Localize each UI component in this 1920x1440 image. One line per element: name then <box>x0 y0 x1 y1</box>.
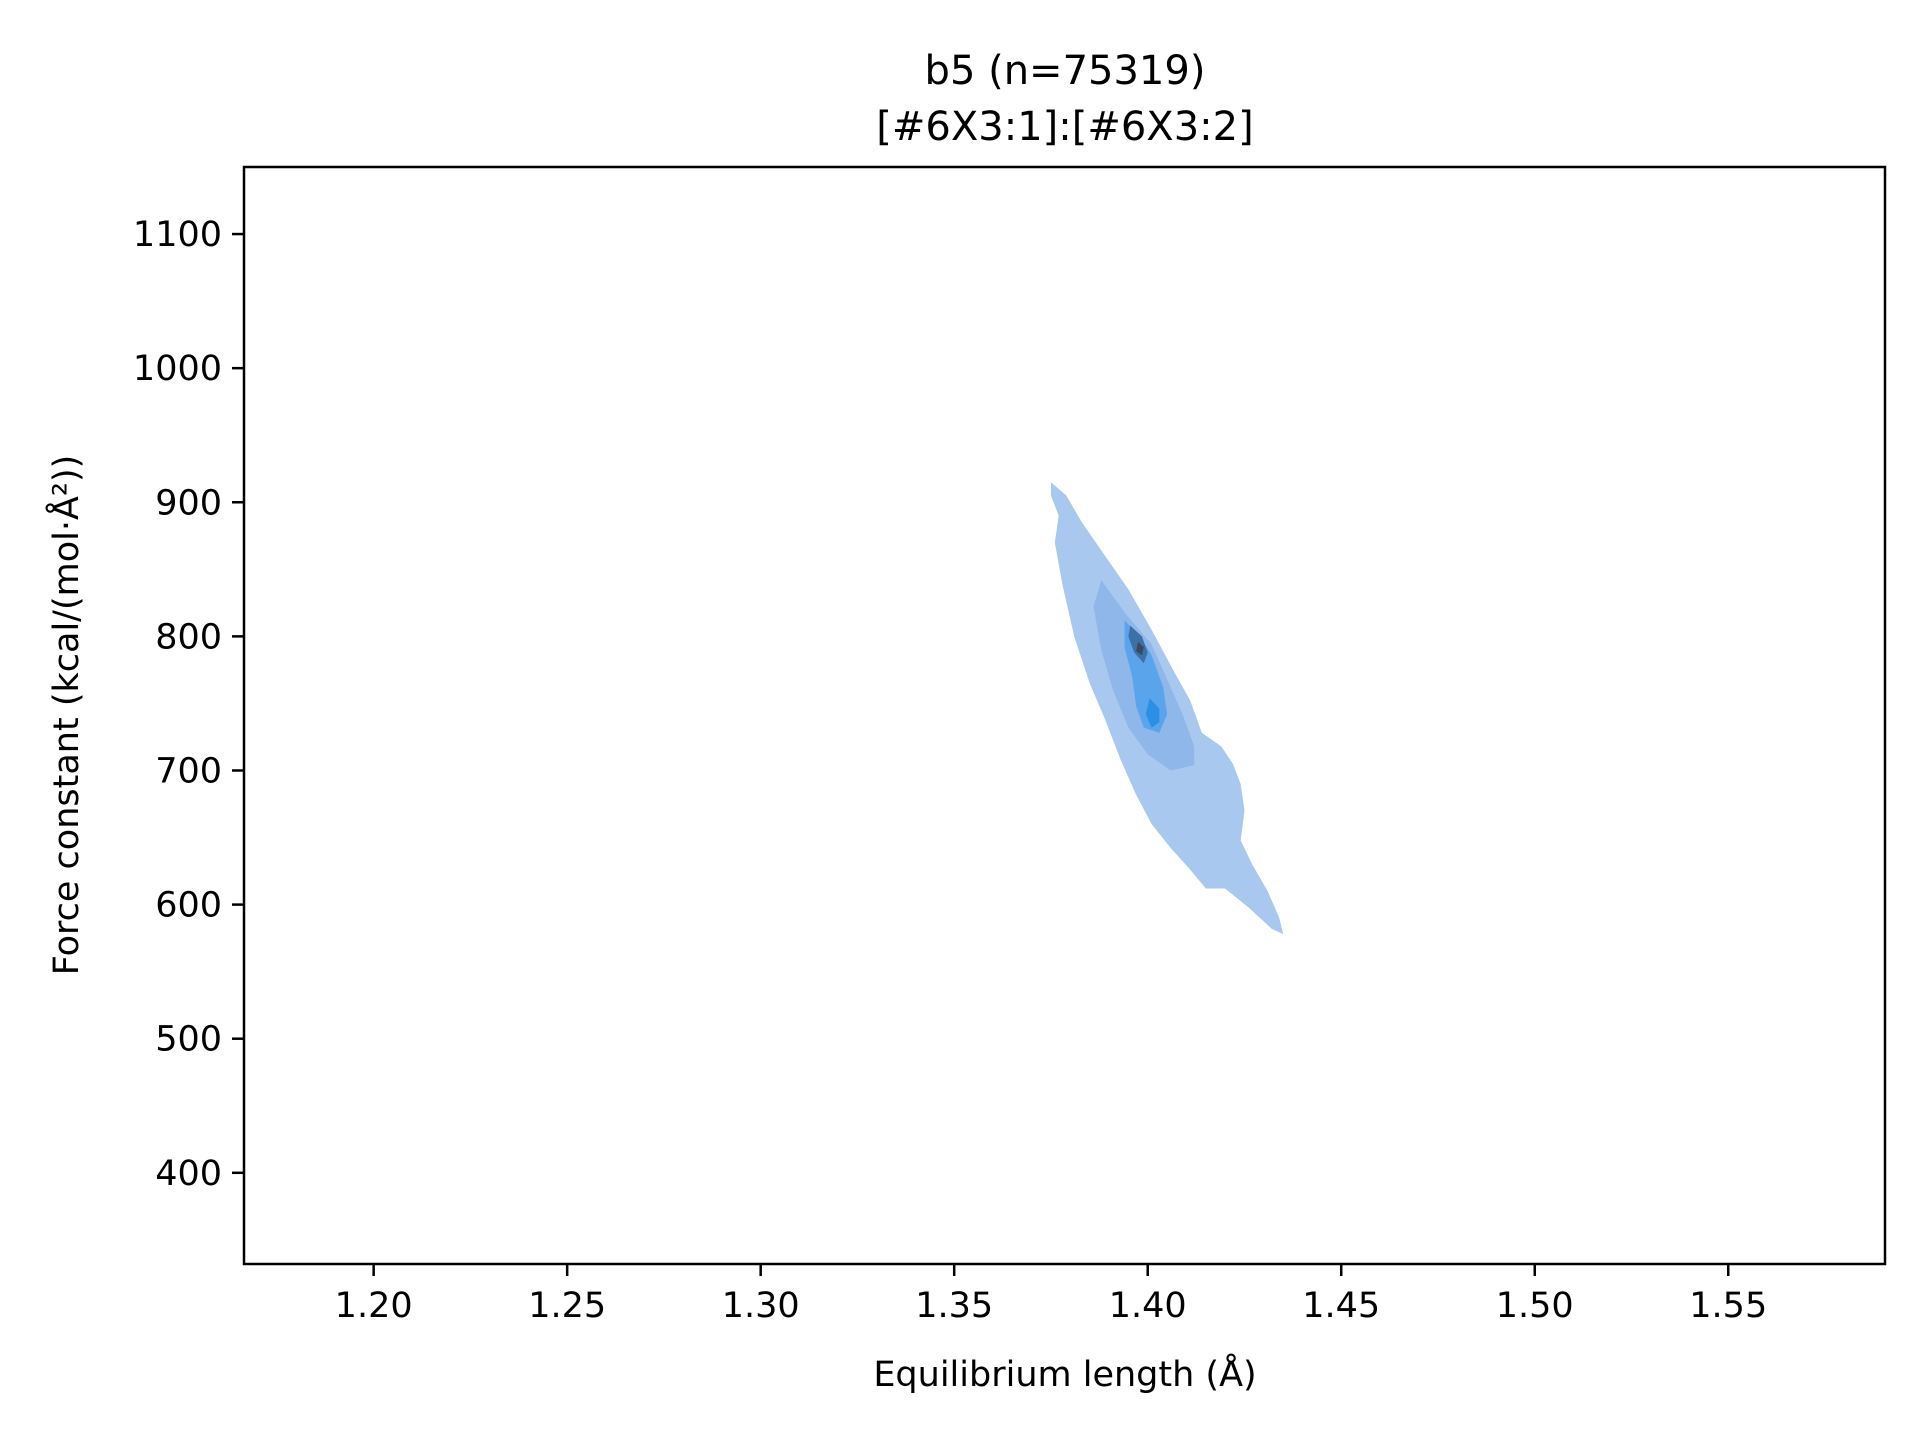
x-axis-label: Equilibrium length (Å) <box>873 1352 1256 1395</box>
y-axis-label: Force constant (kcal/(mol·Å²)) <box>44 455 87 976</box>
y-axis: 400 500 600 700 800 900 1000 1100 <box>133 215 244 1194</box>
y-tick-label: 800 <box>155 617 222 657</box>
density-level-core-lower <box>1145 698 1160 728</box>
x-tick-label: 1.45 <box>1302 1286 1380 1326</box>
y-tick-label: 700 <box>155 751 222 791</box>
x-tick-label: 1.30 <box>722 1286 800 1326</box>
x-tick-label: 1.40 <box>1109 1286 1187 1326</box>
x-tick-label: 1.35 <box>915 1286 993 1326</box>
y-tick-label: 1100 <box>133 215 222 255</box>
density-contours <box>1051 482 1284 935</box>
chart-subtitle: [#6X3:1]:[#6X3:2] <box>876 104 1253 150</box>
y-tick-label: 500 <box>155 1020 222 1060</box>
chart-title: b5 (n=75319) <box>925 48 1206 94</box>
y-tick-label: 1000 <box>133 349 222 389</box>
y-tick-label: 900 <box>155 483 222 523</box>
x-tick-label: 1.25 <box>528 1286 606 1326</box>
y-tick-label: 400 <box>155 1154 222 1194</box>
y-tick-label: 600 <box>155 886 222 926</box>
x-tick-label: 1.50 <box>1496 1286 1574 1326</box>
x-tick-label: 1.20 <box>335 1286 413 1326</box>
x-axis: 1.20 1.25 1.30 1.35 1.40 1.45 1.50 1.55 <box>335 1264 1767 1326</box>
x-tick-label: 1.55 <box>1689 1286 1767 1326</box>
plot-area-frame <box>242 165 1887 1266</box>
density-level-peak <box>1136 641 1144 656</box>
